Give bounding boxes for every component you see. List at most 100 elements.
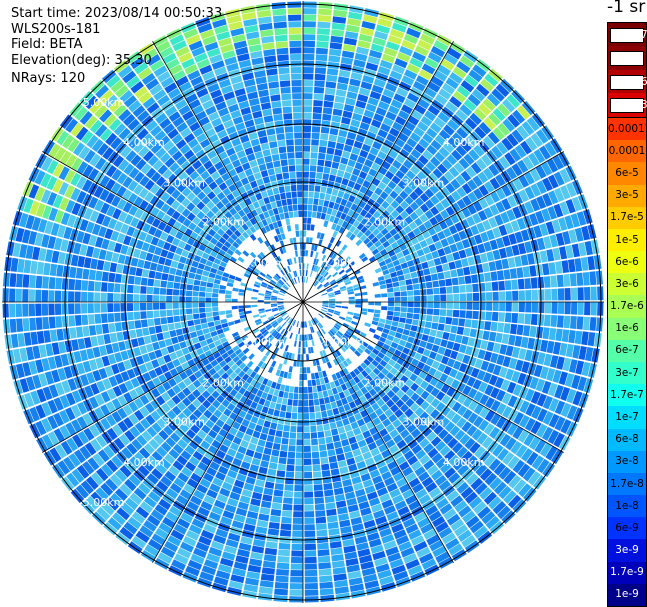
data-cell [432, 545, 447, 558]
data-cell [348, 401, 357, 409]
data-cell [321, 357, 327, 364]
data-cell [388, 413, 398, 423]
data-cell [396, 439, 407, 450]
data-cell [413, 289, 421, 296]
data-cell [243, 584, 258, 593]
data-cell [446, 387, 456, 397]
data-cell [475, 464, 488, 477]
data-cell [199, 414, 209, 424]
data-cell [303, 184, 309, 191]
data-cell [215, 528, 229, 538]
data-cell [300, 360, 303, 367]
data-cell [403, 434, 414, 444]
data-cell [188, 440, 200, 450]
data-cell [340, 345, 347, 353]
data-cell [203, 523, 217, 534]
data-cell [311, 319, 315, 326]
data-cell [269, 141, 278, 149]
data-cell [217, 368, 226, 377]
data-cell [329, 395, 336, 403]
data-cell [522, 266, 531, 278]
data-cell [446, 513, 461, 526]
data-cell [207, 277, 215, 283]
data-cell [318, 568, 332, 576]
data-cell [186, 501, 199, 512]
data-cell [451, 317, 459, 326]
data-cell [229, 388, 238, 397]
data-cell [277, 303, 284, 305]
data-cell [405, 559, 420, 570]
data-cell [303, 145, 311, 152]
data-cell [343, 389, 351, 397]
data-cell [352, 315, 360, 320]
data-cell [550, 315, 558, 327]
data-cell [100, 303, 107, 313]
data-cell [367, 397, 376, 406]
data-cell [413, 313, 420, 320]
data-cell [372, 317, 380, 322]
data-cell [258, 466, 268, 475]
data-cell [88, 314, 95, 325]
data-cell [449, 368, 458, 378]
data-cell [421, 334, 429, 342]
data-cell [290, 178, 297, 185]
data-cell [258, 89, 269, 98]
data-cell [387, 292, 394, 297]
data-cell [374, 355, 382, 363]
data-cell [360, 445, 370, 454]
data-cell [75, 484, 89, 499]
data-cell [371, 359, 379, 367]
data-cell [325, 436, 333, 444]
data-cell [439, 462, 452, 474]
data-cell [303, 53, 315, 61]
data-cell [512, 459, 525, 474]
data-cell [309, 419, 316, 426]
data-cell [259, 433, 268, 441]
data-cell [420, 308, 427, 315]
data-cell [391, 354, 399, 362]
data-cell [306, 224, 311, 231]
data-cell [238, 424, 248, 433]
data-cell [357, 548, 371, 558]
data-cell [187, 559, 203, 571]
data-cell [544, 289, 552, 301]
data-cell [213, 283, 220, 289]
data-cell [216, 394, 225, 404]
data-cell [286, 145, 295, 153]
data-cell [121, 447, 133, 460]
data-cell [260, 170, 269, 178]
data-cell [268, 366, 274, 374]
data-cell [81, 314, 89, 326]
data-cell [406, 284, 413, 291]
data-cell [197, 429, 207, 440]
data-cell [274, 347, 280, 354]
data-cell [304, 334, 307, 341]
data-cell [427, 302, 434, 308]
data-cell [137, 259, 145, 268]
data-cell [405, 472, 417, 483]
data-cell [425, 482, 438, 493]
data-cell [68, 278, 76, 290]
data-cell [293, 125, 302, 133]
data-cell [228, 427, 238, 436]
data-cell [303, 419, 310, 426]
data-cell [459, 285, 466, 293]
data-cell [584, 302, 591, 316]
data-cell [210, 540, 225, 551]
data-cell [311, 132, 320, 140]
data-cell [381, 499, 394, 509]
data-cell [511, 313, 519, 324]
data-cell [244, 413, 253, 422]
data-cell [205, 363, 213, 371]
data-cell [421, 261, 429, 270]
data-cell [193, 547, 207, 559]
data-cell [276, 200, 282, 208]
data-cell [232, 345, 240, 352]
data-cell [438, 316, 446, 324]
data-cell [456, 382, 466, 393]
data-cell [215, 449, 226, 459]
data-cell [173, 315, 181, 323]
data-cell [448, 261, 456, 270]
data-cell [515, 359, 524, 372]
data-cell [311, 445, 319, 452]
